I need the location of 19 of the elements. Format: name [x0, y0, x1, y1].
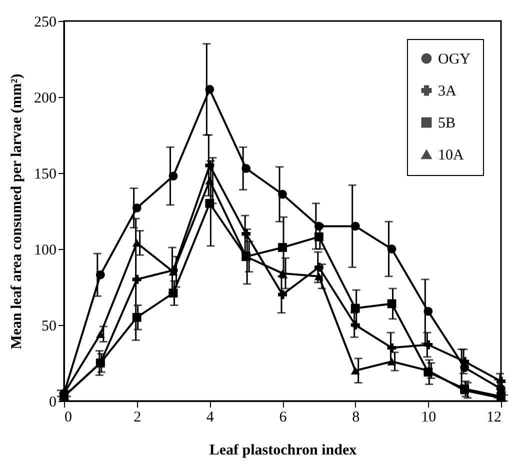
y-tick-label: 0: [49, 394, 56, 410]
x-tick-label: 8: [352, 410, 360, 426]
legend-label: 10A: [438, 148, 464, 164]
y-tick-label: 50: [42, 318, 56, 334]
x-axis-title: Leaf plastochron index: [209, 442, 358, 458]
x-tick-label: 10: [421, 410, 436, 426]
y-tick-label: 250: [34, 14, 56, 30]
x-tick-label: 4: [206, 410, 214, 426]
y-tick-label: 150: [34, 166, 56, 182]
legend-label: 5B: [438, 116, 456, 132]
x-tick-label: 12: [486, 410, 502, 426]
x-tick-label: 0: [64, 410, 72, 426]
y-tick-label: 200: [34, 90, 56, 106]
legend-label: 3A: [438, 84, 456, 100]
x-tick-label: 2: [134, 410, 142, 426]
x-tick-label: 6: [279, 410, 288, 426]
y-tick-label: 100: [34, 242, 56, 258]
legend-label: OGY: [438, 52, 471, 68]
y-axis-title: Mean leaf area consumed per larvae (mm²): [9, 74, 25, 350]
